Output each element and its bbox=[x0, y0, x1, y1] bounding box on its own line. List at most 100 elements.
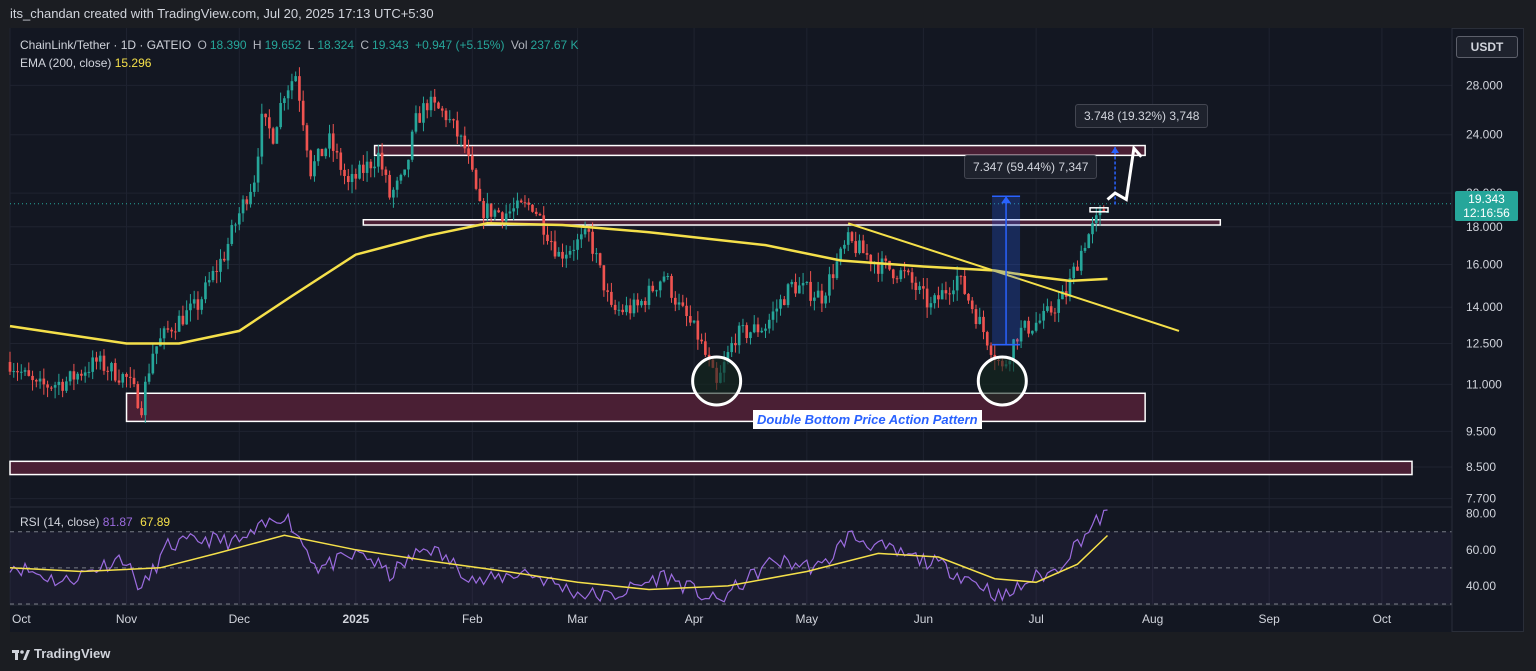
candle-body bbox=[828, 274, 831, 296]
currency-button[interactable]: USDT bbox=[1456, 36, 1518, 58]
candle-body bbox=[1061, 291, 1064, 300]
candle-body bbox=[324, 148, 328, 157]
candle-body bbox=[241, 199, 245, 214]
candle-body bbox=[478, 188, 482, 201]
candle-body bbox=[602, 265, 606, 291]
candle-body bbox=[354, 173, 358, 179]
candle-body bbox=[899, 270, 903, 280]
price-tick-label: 14.000 bbox=[1466, 300, 1503, 314]
candle-body bbox=[1034, 322, 1038, 331]
candle-body bbox=[83, 372, 87, 376]
measure-label-2[interactable]: 3.748 (19.32%) 3,748 bbox=[1075, 104, 1209, 128]
candle-body bbox=[914, 282, 918, 291]
candle-body bbox=[756, 324, 760, 333]
candle-body bbox=[760, 330, 764, 333]
candle-body bbox=[516, 200, 519, 209]
candle-body bbox=[275, 127, 279, 144]
ema-200-line bbox=[9, 222, 1108, 345]
measure-label-1[interactable]: 7.347 (59.44%) 7,347 bbox=[964, 155, 1098, 179]
candle-body bbox=[955, 275, 959, 291]
candle-body bbox=[549, 241, 553, 243]
candle-body bbox=[861, 240, 865, 254]
price-zone bbox=[362, 219, 1222, 226]
candle-body bbox=[429, 96, 433, 111]
candle-body bbox=[365, 161, 369, 173]
candle-body bbox=[279, 103, 282, 128]
rsi-ma-line bbox=[9, 534, 1109, 591]
candle-body bbox=[320, 148, 324, 157]
candle-body bbox=[865, 253, 869, 255]
candle-body bbox=[493, 210, 497, 217]
candle-body bbox=[215, 270, 219, 272]
close-value: 19.343 bbox=[372, 38, 409, 52]
candle-body bbox=[249, 191, 252, 205]
candle-body bbox=[982, 316, 985, 333]
candle-body bbox=[910, 272, 914, 283]
rsi-legend[interactable]: RSI (14, close) 81.87 67.89 bbox=[20, 515, 170, 529]
candle-body bbox=[395, 180, 399, 190]
candle-body bbox=[1012, 339, 1015, 361]
projection-path bbox=[1089, 144, 1143, 213]
candle-body bbox=[140, 408, 143, 416]
candle-body bbox=[580, 234, 583, 240]
projection-zigzag bbox=[1106, 144, 1143, 202]
candle-body bbox=[211, 270, 215, 281]
candle-body bbox=[666, 276, 670, 278]
candle-body bbox=[843, 244, 846, 249]
volume-value: 237.67 K bbox=[530, 38, 579, 52]
candle-body bbox=[568, 250, 572, 255]
candle-body bbox=[1049, 306, 1053, 313]
rsi-value: 81.87 bbox=[102, 515, 133, 529]
candle-body bbox=[613, 304, 617, 310]
candle-body bbox=[437, 102, 440, 109]
candle-body bbox=[147, 373, 151, 382]
candle-body bbox=[557, 251, 561, 257]
candle-body bbox=[125, 373, 128, 377]
candle-body bbox=[459, 135, 463, 137]
candle-body bbox=[1027, 320, 1030, 334]
candle-body bbox=[181, 315, 185, 325]
candle-body bbox=[290, 81, 294, 91]
candle-body bbox=[346, 176, 350, 183]
candle-body bbox=[1053, 312, 1057, 314]
candle-body bbox=[782, 299, 786, 306]
time-tick-label: May bbox=[796, 612, 819, 626]
high-label: H bbox=[252, 38, 262, 52]
candle-body bbox=[313, 161, 316, 177]
candle-body bbox=[1083, 248, 1087, 251]
candle-body bbox=[655, 290, 658, 292]
candle-body bbox=[640, 301, 643, 306]
symbol-title[interactable]: ChainLink/Tether · 1D · GATEIO bbox=[20, 38, 192, 52]
candle-body bbox=[328, 133, 331, 149]
candle-body bbox=[260, 113, 264, 157]
price-tick-label: 28.000 bbox=[1466, 78, 1503, 92]
price-zone bbox=[9, 460, 1413, 476]
pattern-annotation[interactable]: Double Bottom Price Action Pattern bbox=[753, 410, 982, 429]
candle-body bbox=[497, 210, 500, 213]
candle-body bbox=[741, 325, 745, 327]
low-label: L bbox=[307, 38, 315, 52]
time-tick-label: Jun bbox=[914, 612, 933, 626]
tradingview-logo[interactable]: TradingView bbox=[12, 646, 110, 661]
candle-body bbox=[1076, 266, 1079, 271]
candle-body bbox=[65, 381, 68, 391]
change-value: +0.947 (+5.15%) bbox=[415, 38, 505, 52]
candle-body bbox=[234, 224, 237, 226]
candle-body bbox=[207, 280, 211, 283]
candle-body bbox=[700, 339, 703, 342]
ema-legend[interactable]: EMA (200, close) 15.296 bbox=[20, 56, 151, 70]
candle-body bbox=[734, 343, 737, 346]
candle-body bbox=[433, 96, 437, 103]
candle-body bbox=[463, 135, 467, 149]
candle-body bbox=[377, 152, 380, 167]
low-value: 18.324 bbox=[317, 38, 355, 52]
candle-body bbox=[1019, 327, 1023, 342]
candle-body bbox=[309, 150, 313, 177]
time-tick-label: Sep bbox=[1258, 612, 1280, 626]
candle-body bbox=[670, 276, 673, 298]
candle-body bbox=[57, 381, 61, 386]
candle-body bbox=[1042, 310, 1045, 321]
candle-body bbox=[98, 355, 102, 362]
